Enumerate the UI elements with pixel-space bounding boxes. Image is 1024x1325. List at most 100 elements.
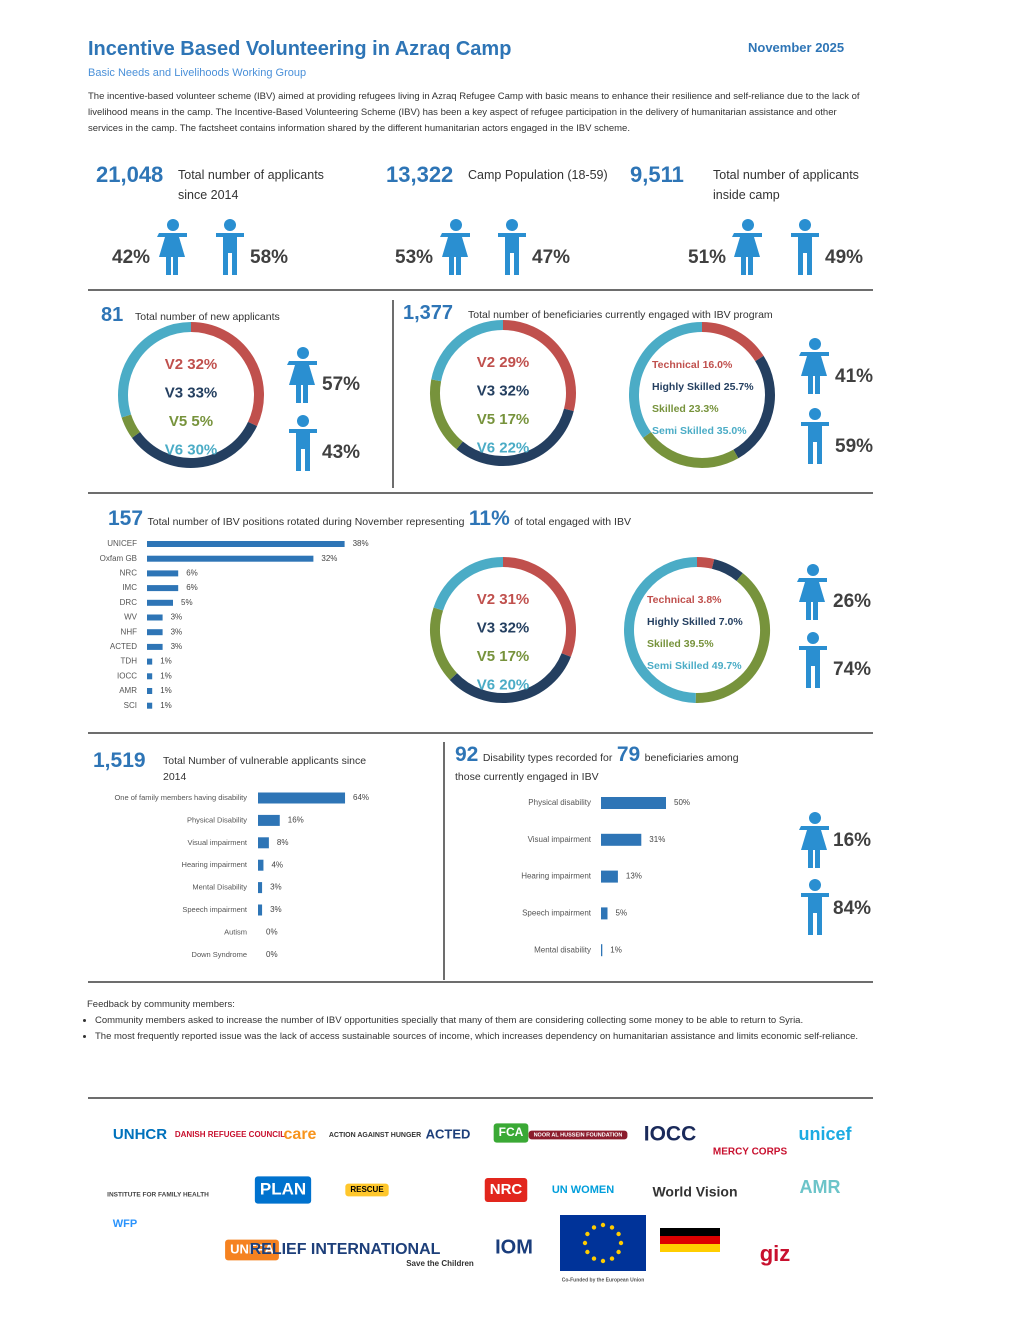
female-icon — [799, 812, 829, 868]
eu-star — [609, 1225, 615, 1230]
icon-body — [287, 361, 317, 403]
segment-name: Skilled — [647, 638, 681, 650]
bar — [147, 599, 173, 606]
segment-label: V2 31% — [477, 591, 530, 608]
eu-star — [609, 1256, 615, 1261]
bar — [147, 658, 153, 665]
bar-value: 1% — [160, 686, 172, 695]
logo-background — [225, 1239, 279, 1261]
stat-value: 13,322 — [386, 162, 454, 187]
logo-background — [493, 1123, 529, 1143]
partner-logo: ACTION AGAINST HUNGER — [329, 1132, 421, 1139]
donut-segment — [131, 421, 258, 468]
date: November 2025 — [748, 40, 845, 55]
partner-logo: MERCY CORPS — [713, 1147, 788, 1158]
eu-star — [591, 1225, 597, 1230]
bar-label: IMC — [122, 583, 137, 592]
rotation-share: 11% — [468, 507, 510, 530]
partner-logo: IOCC — [644, 1123, 697, 1146]
segment-value: 7.0% — [719, 616, 744, 628]
bar-label: Visual impairment — [188, 838, 248, 847]
segment-value: 25.7% — [724, 381, 754, 393]
segment-value: 22% — [499, 439, 529, 456]
segment-label: V6 22% — [477, 439, 530, 456]
partner-logo: unicef — [798, 1124, 852, 1144]
gender-share: 57% — [322, 374, 360, 395]
gender-share: 49% — [825, 247, 863, 268]
icon-head — [807, 564, 819, 576]
bar — [147, 555, 314, 562]
bar-value: 6% — [186, 583, 198, 592]
partner-logo: DANISH REFUGEE COUNCIL — [175, 1130, 285, 1139]
segment-name: Semi Skilled — [647, 660, 709, 672]
bar-value: 3% — [270, 905, 282, 914]
bar — [601, 870, 618, 883]
female-icon — [732, 219, 762, 275]
donut-segment — [629, 322, 703, 438]
segment-label: V3 32% — [477, 382, 530, 399]
icon-body — [157, 233, 187, 275]
bar-label: Speech impairment — [182, 905, 248, 914]
bar — [601, 944, 603, 957]
segment-name: V5 — [477, 648, 495, 665]
icon-head — [809, 408, 821, 420]
female-icon — [287, 347, 317, 403]
segment-name: Semi Skilled — [652, 425, 714, 437]
bar-label: Mental Disability — [192, 883, 247, 892]
female-icon — [440, 219, 470, 275]
gender-share: 42% — [112, 247, 150, 268]
feedback: Feedback by community members: Community… — [87, 997, 877, 1045]
bar-label: TDH — [121, 657, 138, 666]
donut-segment — [433, 557, 504, 611]
segment-value: 39.5% — [684, 638, 714, 650]
gender-share: 58% — [250, 247, 288, 268]
bar-label: Speech impairment — [522, 909, 592, 918]
donut-segment — [733, 355, 775, 459]
partner-logo: ACTED — [426, 1126, 471, 1141]
partner-logo: RESCUE — [350, 1185, 384, 1194]
segment-label: V2 29% — [477, 354, 530, 371]
male-icon — [799, 632, 827, 688]
icon-body — [498, 233, 526, 275]
bar — [147, 688, 153, 694]
bar-label: Oxfam GB — [100, 554, 137, 563]
icon-body — [801, 893, 829, 935]
gender-share: 53% — [395, 247, 433, 268]
donut-segment — [118, 322, 192, 418]
segment-name: Technical — [652, 359, 700, 371]
bar — [147, 629, 163, 636]
gender-share: 41% — [835, 366, 873, 387]
segment-value: 17% — [499, 411, 529, 428]
rotation-text: of total engaged with IBV — [514, 516, 631, 528]
donut-segment — [695, 573, 770, 703]
segment-label: Highly Skilled 25.7% — [652, 381, 754, 393]
icon-head — [297, 347, 309, 359]
bar-value: 38% — [353, 539, 369, 548]
bar-label: Hearing impairment — [182, 860, 248, 869]
bar-label: Autism — [224, 927, 247, 936]
icon-body — [799, 826, 829, 868]
bar-value: 1% — [160, 657, 172, 666]
disability-text: Disability types recorded for — [482, 752, 613, 764]
flag-stripe — [660, 1244, 720, 1252]
partner-logo: Co-Funded by the European Union — [562, 1277, 645, 1283]
bar-label: Down Syndrome — [192, 950, 247, 959]
rotation-count: 157 — [108, 507, 144, 530]
bar-label: SCI — [124, 701, 137, 710]
segment-label: Semi Skilled 35.0% — [652, 425, 747, 437]
partner-logo: UN WOMEN — [552, 1184, 614, 1196]
bar — [147, 643, 163, 650]
donut-segment — [701, 322, 764, 362]
bar-value: 3% — [171, 613, 183, 622]
segment-name: Highly Skilled — [647, 616, 716, 628]
stat-value: 9,511 — [630, 162, 684, 187]
eu-star — [582, 1240, 588, 1246]
donut-segment — [502, 557, 576, 657]
section-value: 1,377 — [403, 302, 454, 324]
icon-head — [450, 219, 462, 231]
donut-segment — [696, 557, 715, 569]
donut-segment — [190, 322, 264, 427]
bar-label: AMR — [119, 686, 137, 695]
partner-logo: AMR — [800, 1177, 841, 1197]
bar-value: 3% — [171, 642, 183, 651]
